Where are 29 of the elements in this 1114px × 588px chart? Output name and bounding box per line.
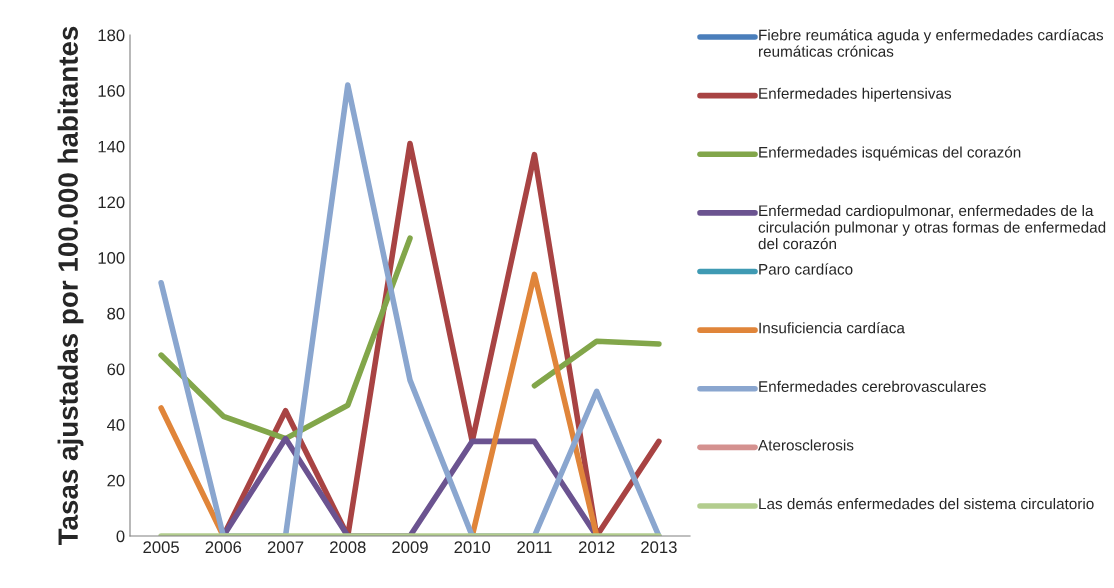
- x-tick-label: 2008: [330, 541, 366, 554]
- x-tick-label: 2012: [578, 541, 615, 554]
- y-tick-label: 0: [116, 530, 125, 543]
- x-tick-label: 2005: [143, 541, 179, 554]
- y-tick-label: 140: [98, 140, 125, 153]
- y-tick-label: 20: [107, 474, 125, 487]
- x-tick-label: 2006: [205, 541, 242, 554]
- legend-label: Enfermedades cerebrovasculares: [759, 380, 986, 392]
- legend-label: Enfermedades hipertensivas: [759, 87, 952, 102]
- y-tick-label: 80: [107, 307, 125, 320]
- y-tick-label: 40: [106, 419, 125, 431]
- x-tick-label: 2011: [517, 541, 552, 554]
- y-tick-label: 160: [98, 85, 125, 97]
- x-tick-label: 2013: [641, 541, 677, 554]
- legend-label: Enfermedad cardiopulmonar, enfermedades de la circulación pulmonar y otras formas de enfermedad del corazón: [758, 204, 1106, 250]
- y-tick-label: 60: [107, 363, 125, 376]
- x-tick-label: 2009: [392, 541, 428, 554]
- legend-label: Paro cardíaco: [759, 263, 853, 275]
- y-tick-label: 100: [98, 252, 125, 264]
- x-tick-label: 2010: [454, 541, 491, 554]
- y-tick-label: 120: [98, 196, 125, 209]
- y-axis-title: Tasas ajustadas por 100.000 habitantes: [57, 26, 84, 546]
- x-tick-label: 2007: [267, 541, 304, 554]
- legend-label: Fiebre reumática aguda y enfermedades cardíacas reumáticas crónicas: [759, 29, 1104, 57]
- y-tick-label: 180: [98, 29, 125, 42]
- legend-label: Insuficiencia cardíaca: [759, 321, 905, 334]
- legend-label: Las demás enfermedades del sistema circulatorio: [759, 497, 1094, 510]
- legend-label: Enfermedades isquémicas del corazón: [759, 146, 1021, 161]
- legend-label: Aterosclerosis: [758, 439, 854, 451]
